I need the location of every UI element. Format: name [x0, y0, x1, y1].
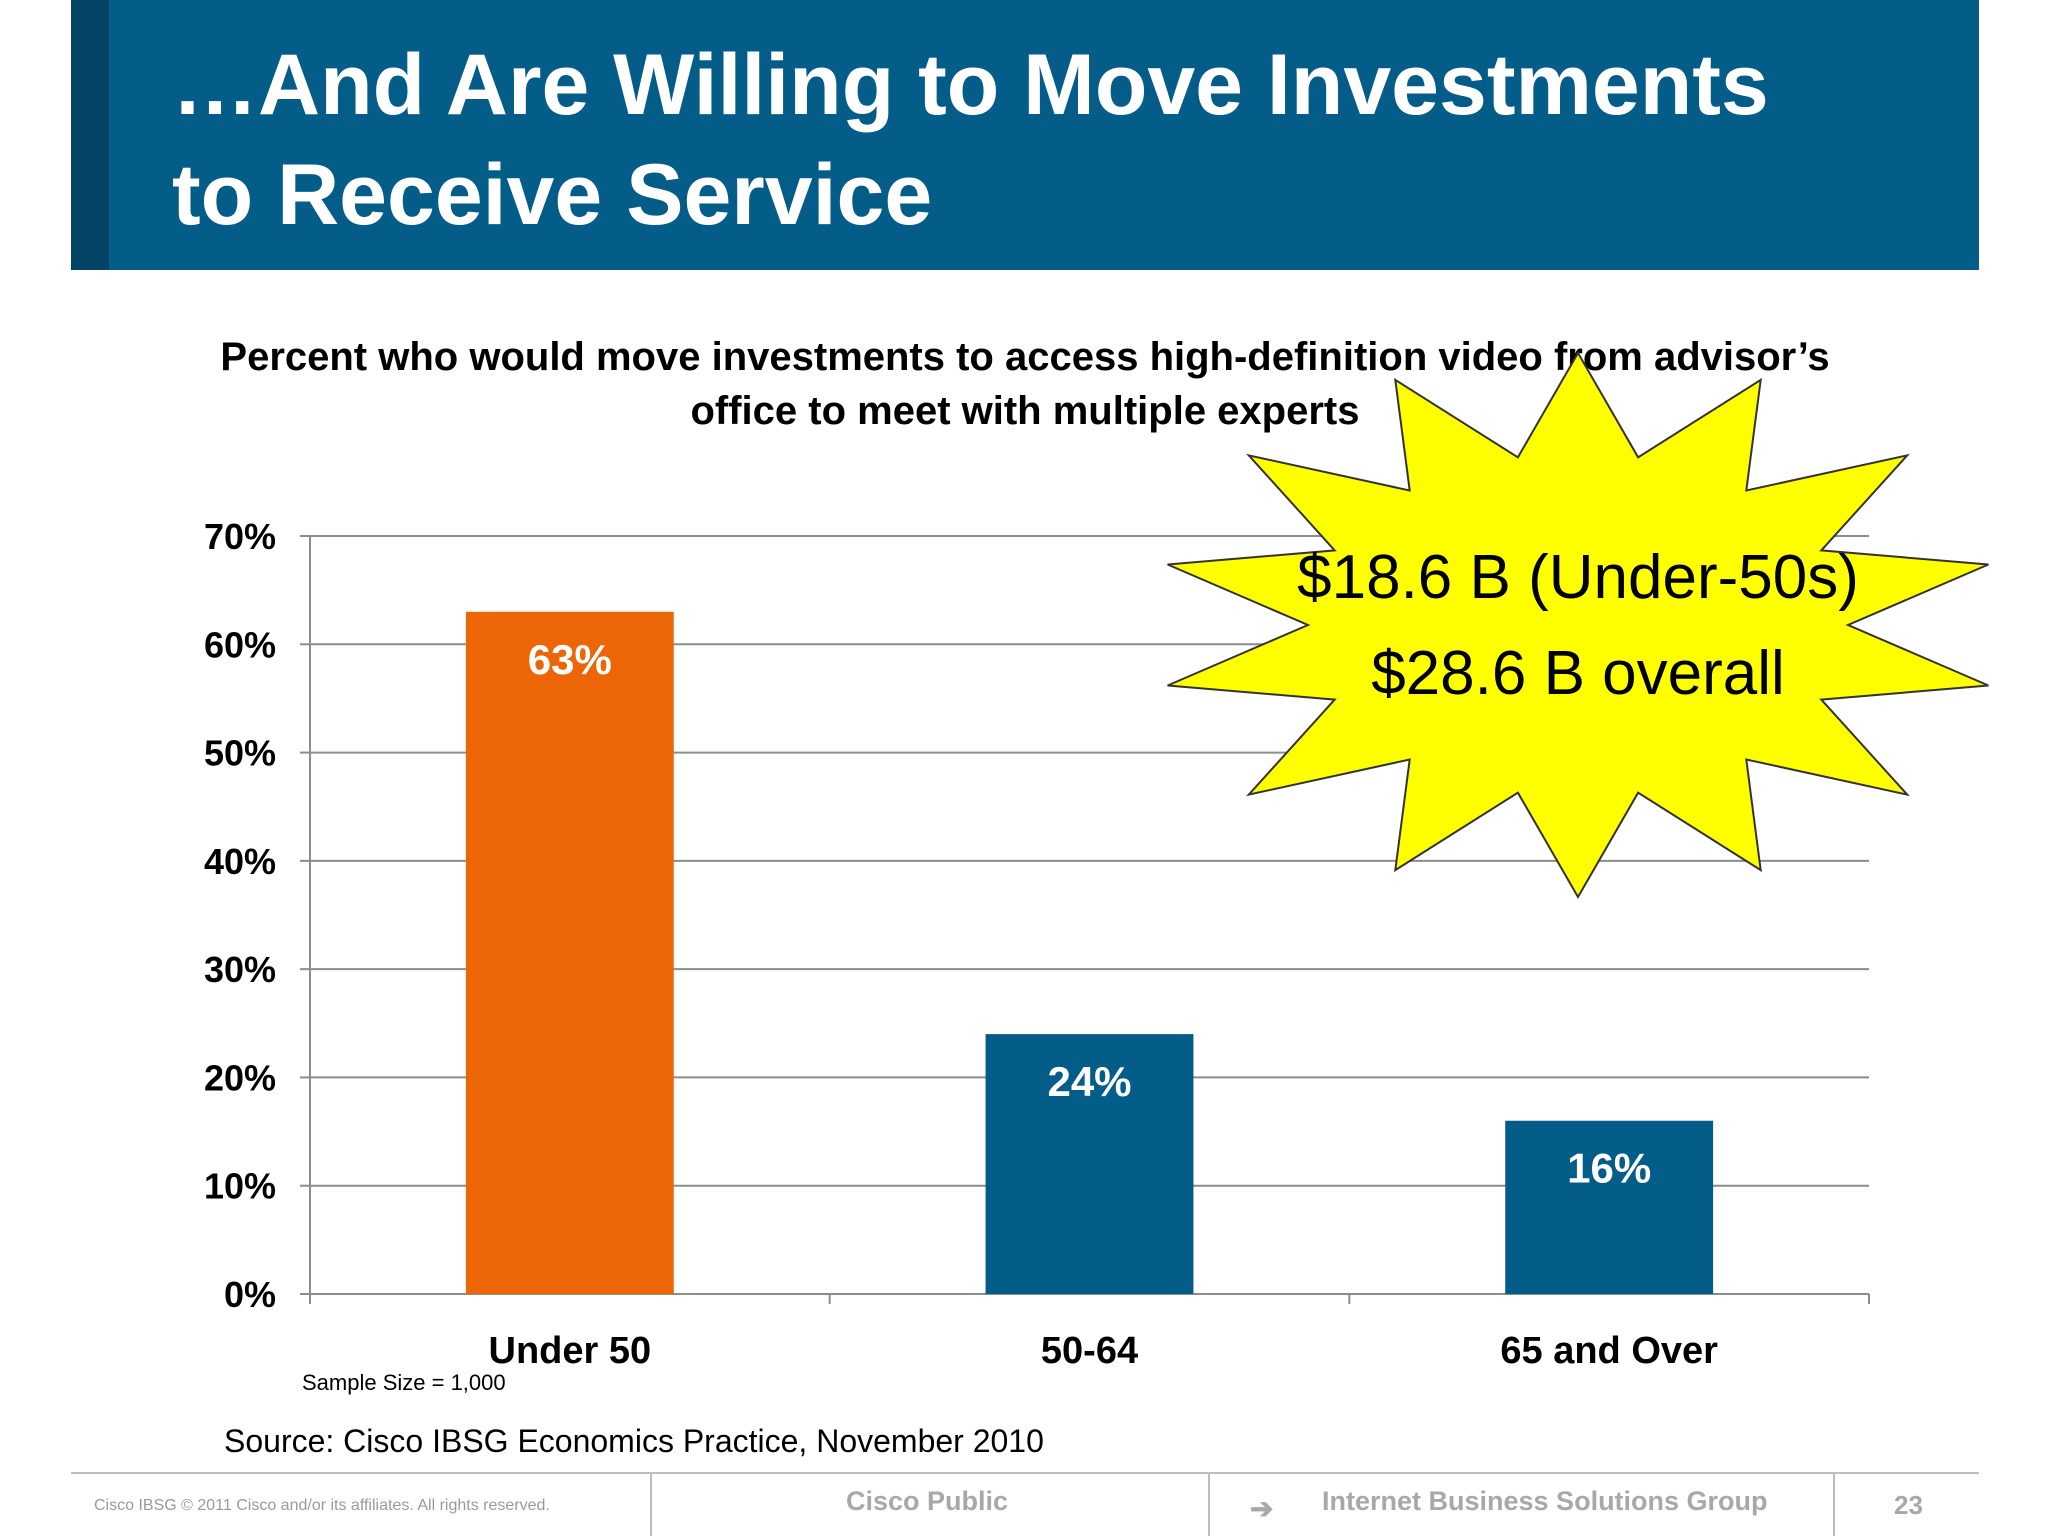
page-number: 23: [1894, 1490, 1923, 1520]
data-label: 63%: [528, 636, 612, 683]
source-note: Source: Cisco IBSG Economics Practice, N…: [224, 1423, 1044, 1459]
footer-divider: [650, 1474, 652, 1536]
footer-divider: [1833, 1474, 1835, 1536]
callout-line-1: $18.6 B (Under-50s): [1297, 543, 1859, 612]
chart-title: Percent who would move investments to ac…: [220, 335, 1830, 433]
data-label: 16%: [1567, 1145, 1651, 1192]
category-label: Under 50: [489, 1330, 652, 1372]
footer-divider: [1208, 1474, 1210, 1536]
footer-rule: [71, 1472, 1979, 1474]
slide-title: …And Are Willing to Move Investments to …: [172, 37, 1769, 243]
y-tick-label: 70%: [204, 516, 276, 557]
y-tick-label: 10%: [204, 1166, 276, 1207]
sample-size-note: Sample Size = 1,000: [302, 1370, 506, 1395]
y-tick-label: 0%: [224, 1274, 276, 1315]
category-label: 50-64: [1041, 1330, 1138, 1372]
arrow-right-icon: ➔: [1250, 1493, 1274, 1524]
y-tick-label: 40%: [204, 841, 276, 882]
bar: [985, 1034, 1194, 1294]
bar: [465, 611, 674, 1294]
y-tick-label: 60%: [204, 624, 276, 665]
footer-copyright: Cisco IBSG © 2011 Cisco and/or its affil…: [94, 1497, 550, 1514]
data-label: 24%: [1047, 1058, 1131, 1105]
y-tick-label: 30%: [204, 949, 276, 990]
title-banner: [71, 0, 1979, 270]
callout-line-2: $28.6 B overall: [1371, 639, 1785, 708]
starburst-callout: [1167, 350, 1989, 900]
y-tick-label: 20%: [204, 1057, 276, 1098]
title-banner-accent: [71, 0, 109, 270]
bar: [1505, 1120, 1714, 1294]
category-label: 65 and Over: [1500, 1330, 1718, 1372]
footer-group-name: Internet Business Solutions Group: [1322, 1486, 1768, 1516]
footer-classification: Cisco Public: [846, 1486, 1009, 1516]
y-tick-label: 50%: [204, 733, 276, 774]
